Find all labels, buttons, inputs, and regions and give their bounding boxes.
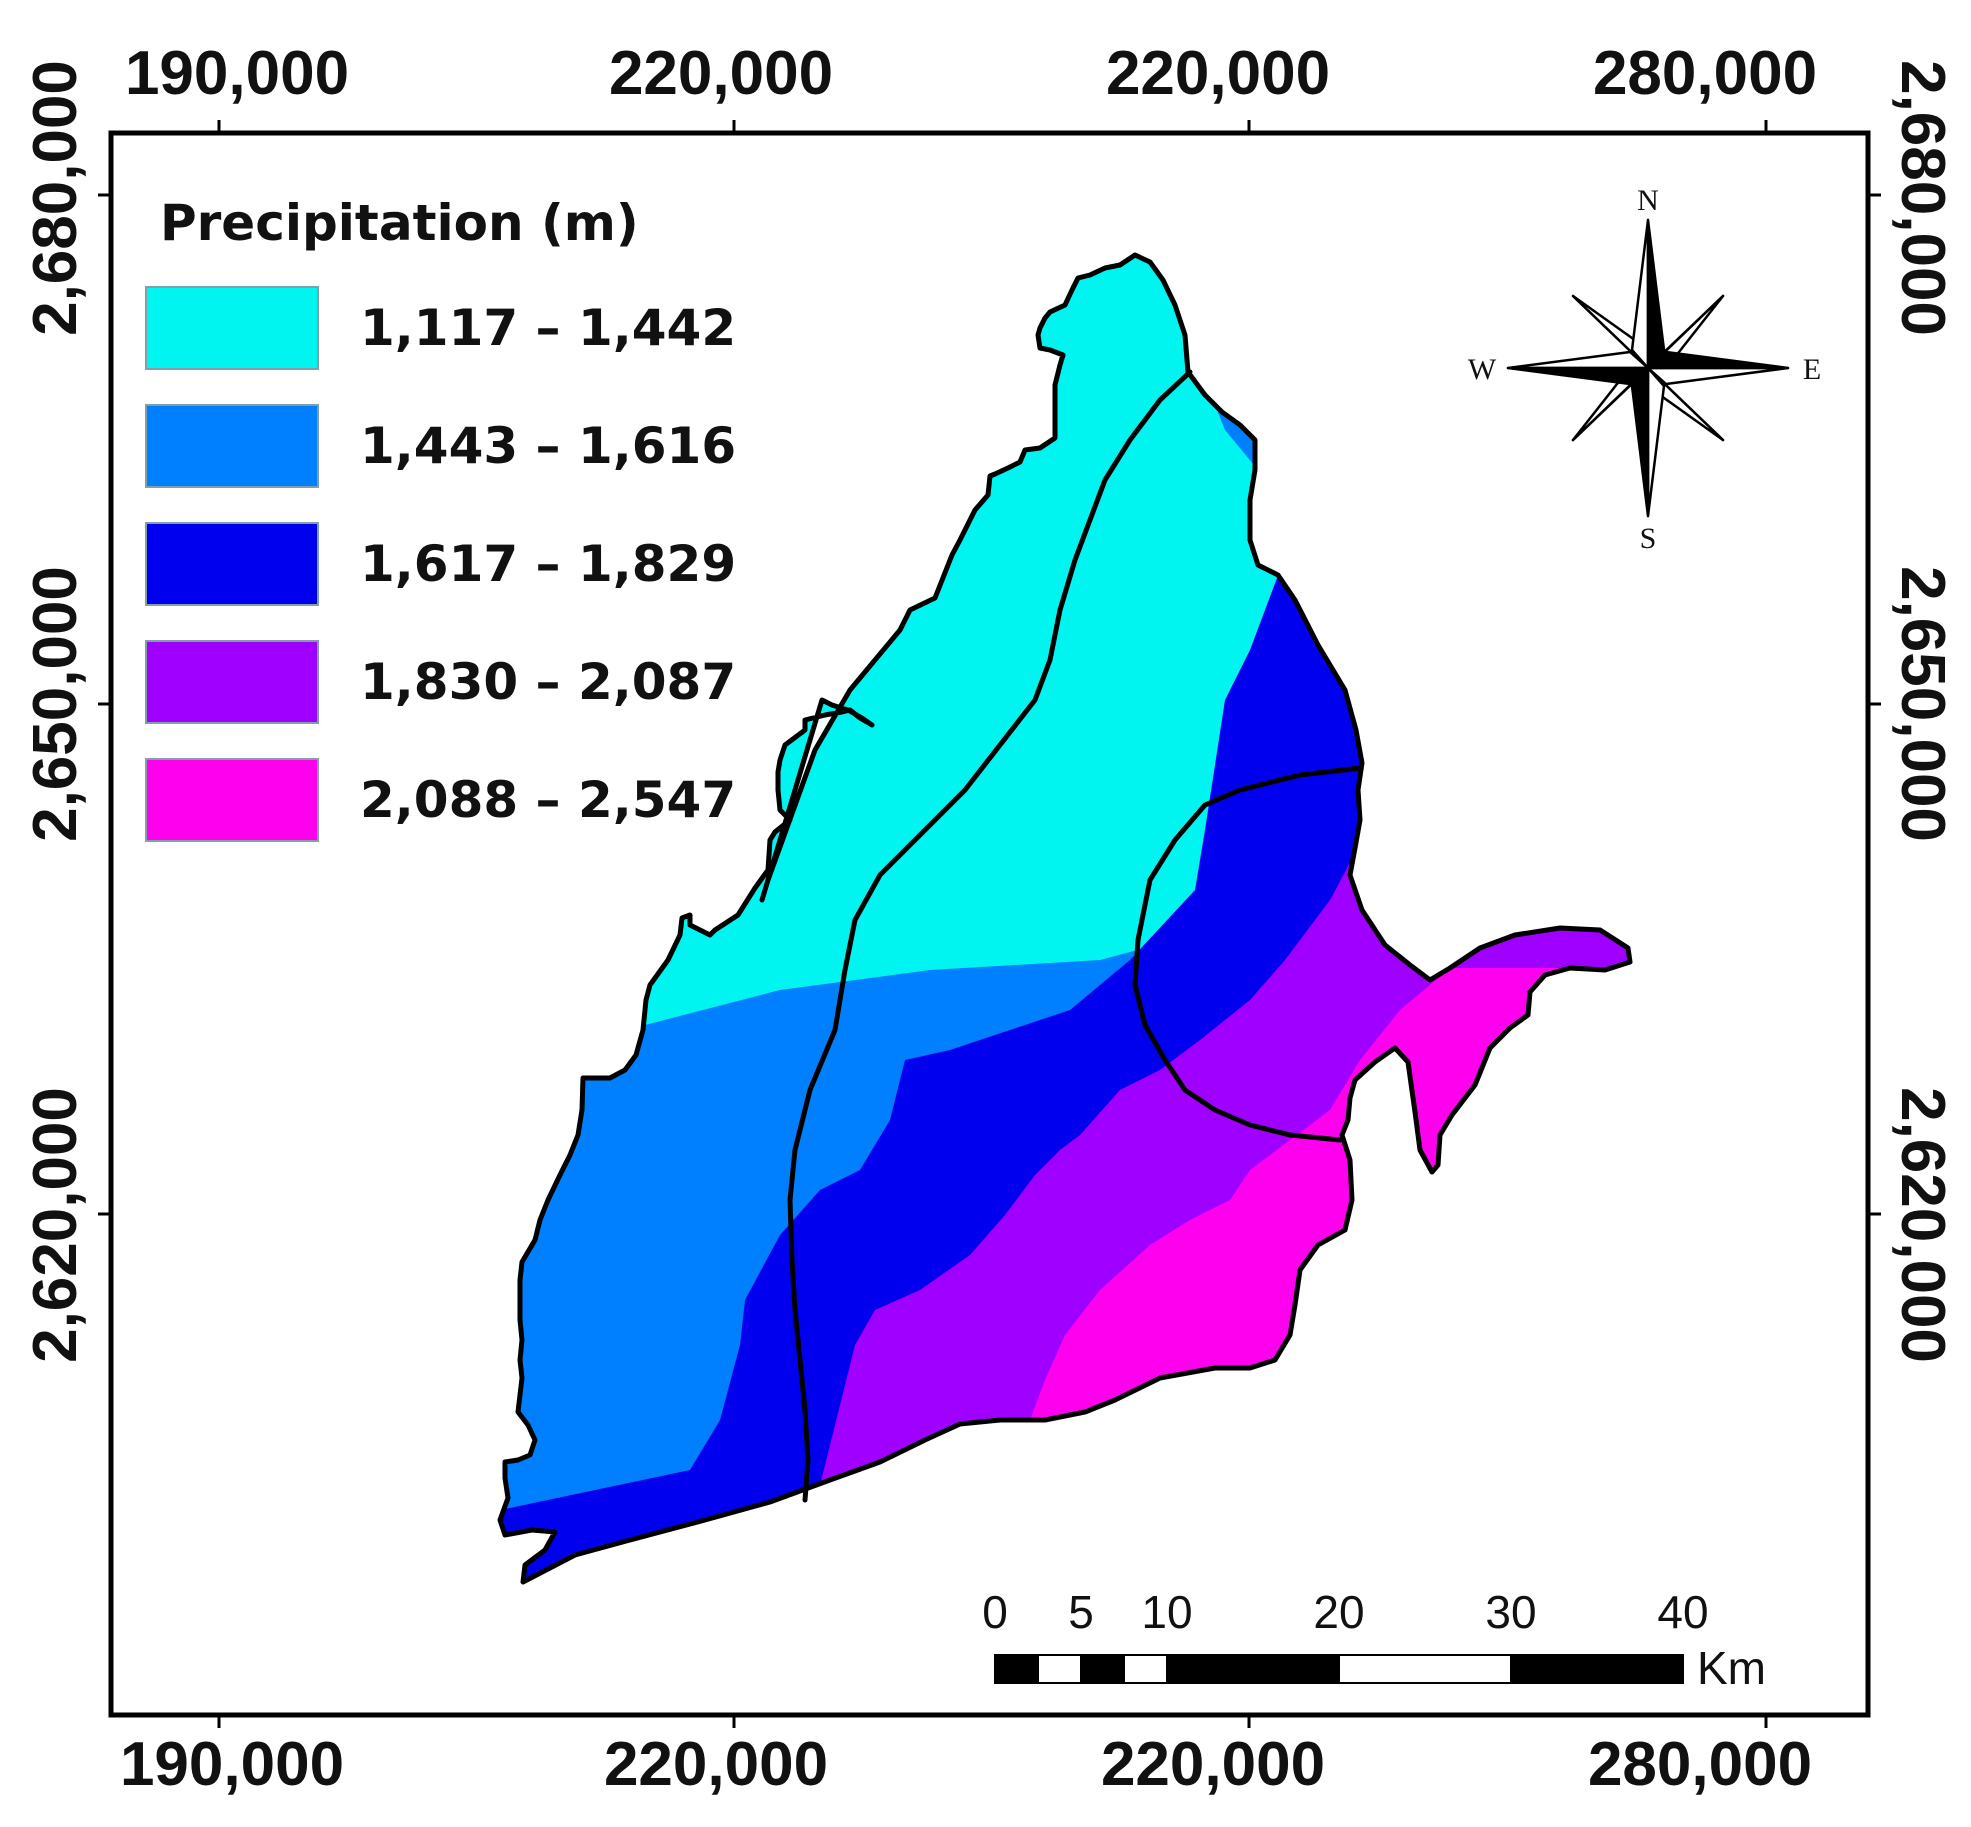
legend-swatch-4	[145, 640, 319, 724]
scale-label-5: 5	[1068, 1586, 1094, 1638]
compass-rose: N S E W	[1468, 184, 1821, 555]
bottom-tick-2: 220,000	[604, 1730, 828, 1799]
scale-bar: 0 5 10 20 30 40 Km	[982, 1586, 1766, 1694]
compass-w: W	[1468, 353, 1497, 386]
legend-swatch-3	[145, 522, 319, 606]
legend-swatch-5	[145, 758, 319, 842]
boundary-line-east	[787, 369, 1193, 1503]
frame-ticks	[98, 120, 1881, 1728]
legend-label-1: 1,117 – 1,442	[360, 299, 736, 357]
bottom-tick-4: 280,000	[1588, 1730, 1812, 1799]
compass-diagonal-points	[1571, 294, 1725, 442]
right-tick-1: 2,680,000	[1888, 60, 1957, 336]
scale-label-20: 20	[1313, 1586, 1364, 1638]
left-tick-3: 2,620,000	[21, 1087, 90, 1363]
scale-label-40: 40	[1657, 1586, 1708, 1638]
legend-label-4: 1,830 – 2,087	[360, 653, 736, 711]
compass-cardinal-points	[1506, 218, 1790, 518]
top-tick-4: 280,000	[1593, 39, 1817, 108]
compass-e: E	[1803, 353, 1821, 386]
scale-label-30: 30	[1485, 1586, 1536, 1638]
basin-outline	[497, 252, 1633, 1585]
boundary-line-west	[1132, 765, 1363, 1143]
top-tick-3: 220,000	[1106, 39, 1330, 108]
right-tick-2: 2,650,000	[1888, 566, 1957, 842]
top-tick-2: 220,000	[609, 39, 833, 108]
compass-n: N	[1637, 184, 1659, 217]
legend-swatch-2	[145, 404, 319, 488]
bottom-tick-1: 190,000	[120, 1730, 344, 1799]
legend-label-5: 2,088 – 2,547	[360, 771, 736, 829]
scale-label-0: 0	[982, 1586, 1008, 1638]
left-tick-2: 2,650,000	[21, 566, 90, 842]
subbasin-boundaries	[787, 369, 1363, 1503]
compass-s: S	[1640, 522, 1657, 555]
bottom-tick-3: 220,000	[1101, 1730, 1325, 1799]
legend-label-2: 1,443 – 1,616	[360, 417, 736, 475]
scale-unit: Km	[1697, 1642, 1766, 1694]
legend-label-3: 1,617 – 1,829	[360, 535, 736, 593]
top-tick-1: 190,000	[125, 39, 349, 108]
scale-bar-segments	[994, 1654, 1684, 1684]
scale-label-10: 10	[1141, 1586, 1192, 1638]
legend-swatch-1	[145, 286, 319, 370]
right-tick-3: 2,620,000	[1888, 1087, 1957, 1363]
left-tick-1: 2,680,000	[21, 60, 90, 336]
legend-title: Precipitation (m)	[160, 194, 639, 252]
legend: Precipitation (m) 1,117 – 1,442 1,443 – 1…	[145, 194, 736, 842]
